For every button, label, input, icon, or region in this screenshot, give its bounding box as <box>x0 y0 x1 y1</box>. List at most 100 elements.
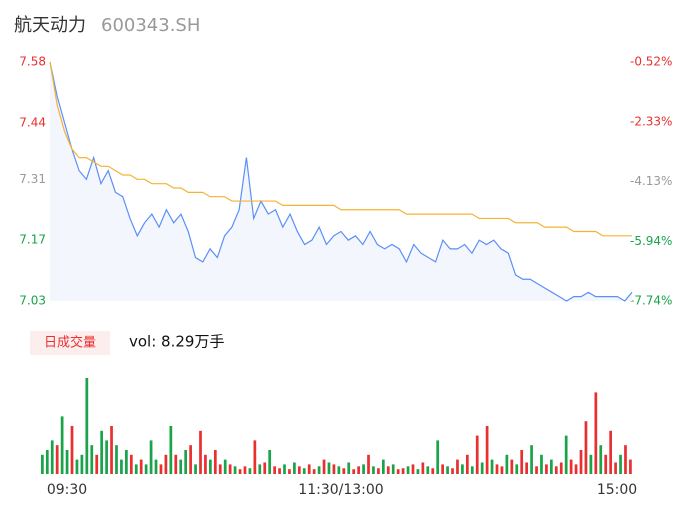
volume-bar <box>75 459 79 474</box>
volume-bar <box>589 454 593 474</box>
y2-tick-label: -4.13% <box>630 174 672 188</box>
volume-bar <box>297 466 301 474</box>
volume-bar <box>189 445 192 474</box>
volume-bar <box>85 378 89 474</box>
volume-bar <box>436 440 440 474</box>
volume-bar <box>579 450 583 474</box>
volume-bar <box>475 435 479 474</box>
volume-bar <box>322 459 326 474</box>
volume-bar <box>317 466 321 474</box>
volume-bar <box>411 464 415 474</box>
volume-legend-bg <box>30 331 110 355</box>
volume-bar <box>381 459 385 474</box>
volume-bar <box>283 464 286 474</box>
volume-bar <box>480 462 484 474</box>
volume-bar <box>184 450 188 474</box>
volume-bar <box>95 454 99 474</box>
volume-bar <box>441 464 444 474</box>
volume-bar <box>164 454 168 474</box>
volume-bar <box>50 440 54 474</box>
volume-bar <box>584 421 588 474</box>
volume-bar <box>139 459 143 474</box>
volume-bar <box>500 466 504 474</box>
volume-bar <box>401 468 405 474</box>
volume-bar <box>362 464 365 474</box>
volume-bar <box>470 466 474 474</box>
volume-bar <box>456 459 459 474</box>
volume-bar <box>248 468 252 474</box>
volume-bar <box>223 459 227 474</box>
volume-bar <box>149 440 153 474</box>
volume-bar <box>574 464 578 474</box>
volume-bar <box>564 435 568 474</box>
volume-bar <box>386 466 390 474</box>
volume-bar <box>169 426 173 474</box>
volume-bar <box>530 445 533 474</box>
volume-bar <box>465 454 469 474</box>
volume-legend: 日成交量 <box>44 335 96 351</box>
volume-bar <box>332 464 336 474</box>
volume-bar <box>110 426 113 474</box>
volume-bar <box>510 459 514 474</box>
volume-bar <box>154 459 158 474</box>
stock-name: 航天动力 <box>14 15 86 36</box>
volume-bar <box>307 464 311 474</box>
x-tick-label: 11:30/13:00 <box>298 482 383 498</box>
y2-tick-label: -0.52% <box>630 55 672 69</box>
volume-bar <box>174 454 178 474</box>
volume-bar <box>485 426 489 474</box>
volume-bar <box>65 450 69 474</box>
volume-bar <box>238 469 242 474</box>
volume-bar <box>515 464 519 474</box>
volume-bar <box>495 464 499 474</box>
volume-bar <box>554 466 558 474</box>
volume-bar <box>391 464 395 474</box>
volume-bar <box>624 445 627 474</box>
volume-bar <box>367 454 370 474</box>
volume-bar <box>426 466 430 474</box>
y-tick-label: 7.17 <box>19 233 46 247</box>
volume-bar <box>258 464 262 474</box>
volume-bar <box>614 462 617 474</box>
volume-bar <box>559 462 563 474</box>
volume-bar <box>105 440 108 474</box>
volume-label: vol: 8.29万手 <box>129 333 224 351</box>
y-tick-label: 7.31 <box>19 172 46 186</box>
stock-code: 600343.SH <box>101 15 200 36</box>
volume-bar <box>194 464 197 474</box>
volume-bar <box>342 468 346 474</box>
y2-tick-label: -5.94% <box>630 234 672 248</box>
volume-bar <box>629 459 632 474</box>
volume-bar <box>41 454 44 474</box>
volume-bar <box>209 459 212 474</box>
volume-bar <box>535 466 538 474</box>
volume-bar <box>372 466 375 474</box>
volume-bar <box>609 430 613 474</box>
volume-bar <box>120 459 123 474</box>
volume-bar <box>60 416 64 474</box>
volume-bar <box>253 440 257 474</box>
volume-bar <box>312 469 316 474</box>
volume-bar <box>213 450 217 474</box>
volume-bar <box>396 469 400 474</box>
volume-bar <box>406 466 410 474</box>
volume-bar <box>45 450 49 474</box>
volume-bar <box>431 468 435 474</box>
volume-bar <box>461 464 464 474</box>
y2-tick-label: -2.33% <box>630 114 672 128</box>
volume-bar <box>134 464 138 474</box>
y-tick-label: 7.58 <box>19 55 46 69</box>
x-tick-label: 09:30 <box>47 482 87 498</box>
volume-bar <box>377 468 380 474</box>
x-tick-label: 15:00 <box>597 482 637 498</box>
volume-bar <box>540 454 543 474</box>
volume-bar <box>228 464 232 474</box>
price-area <box>50 62 632 301</box>
volume-bar <box>70 426 74 474</box>
volume-bar <box>549 459 553 474</box>
average-line <box>49 61 632 237</box>
volume-bar <box>619 454 622 474</box>
volume-bar <box>594 392 598 474</box>
volume-bar <box>125 450 128 474</box>
volume-bar <box>352 469 356 474</box>
